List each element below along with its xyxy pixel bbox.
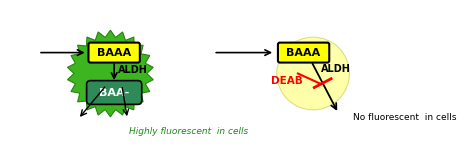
- FancyBboxPatch shape: [278, 43, 329, 63]
- FancyBboxPatch shape: [89, 43, 140, 63]
- Text: ALDH: ALDH: [118, 65, 148, 75]
- Text: BAA-: BAA-: [99, 87, 129, 97]
- Text: ALDH: ALDH: [321, 64, 351, 74]
- Text: BAAA: BAAA: [286, 48, 321, 58]
- Text: Highly fluorescent  in cells: Highly fluorescent in cells: [129, 127, 249, 136]
- Text: DEAB: DEAB: [271, 76, 302, 86]
- Polygon shape: [67, 30, 153, 117]
- Circle shape: [277, 37, 349, 110]
- FancyBboxPatch shape: [87, 81, 142, 104]
- Text: No fluorescent  in cells: No fluorescent in cells: [353, 113, 457, 122]
- Text: BAAA: BAAA: [97, 48, 131, 58]
